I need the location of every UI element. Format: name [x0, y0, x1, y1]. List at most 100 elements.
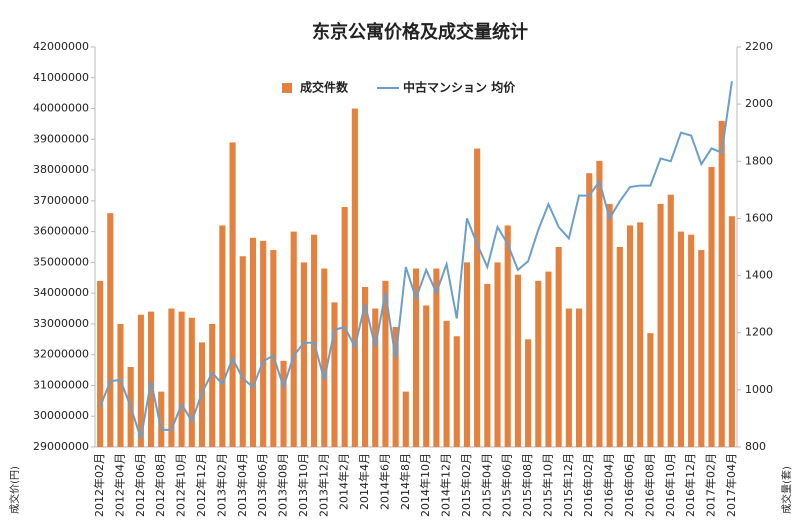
x-tick-label: 2012年02月: [92, 453, 106, 517]
bar: [290, 231, 297, 447]
x-tick-label: 2014年10月: [418, 453, 432, 517]
x-tick-label: 2014年2月: [337, 453, 351, 510]
y-axis-label: 成交价(円): [8, 466, 21, 514]
bar: [545, 271, 552, 447]
y2-tick-label: 2000: [745, 97, 773, 110]
bar: [158, 391, 165, 447]
legend-label: 中古マンション 均价: [403, 80, 516, 95]
x-tick-label: 2012年04月: [112, 453, 126, 517]
bar: [260, 240, 267, 447]
bar: [677, 231, 685, 447]
y-tick-label: 35000000: [33, 255, 89, 268]
bar: [575, 308, 583, 447]
bar: [616, 247, 623, 447]
bar: [280, 360, 287, 447]
x-tick-label: 2015年12月: [561, 453, 575, 517]
y-tick-label: 33000000: [33, 317, 89, 330]
bar: [382, 280, 389, 447]
bar: [311, 234, 318, 447]
x-tick-label: 2014年8月: [398, 453, 412, 510]
bar: [565, 308, 572, 447]
bar: [708, 167, 715, 447]
x-tick-label: 2016年06月: [622, 453, 636, 517]
bar: [209, 323, 216, 447]
bar: [107, 213, 114, 447]
bar: [239, 256, 246, 447]
y-tick-label: 38000000: [33, 163, 89, 176]
bar: [443, 320, 450, 447]
bar: [484, 283, 491, 447]
y-tick-label: 36000000: [33, 225, 89, 238]
x-tick-label: 2013年02月: [214, 453, 228, 517]
y2-axis-label: 成交量(套): [780, 466, 793, 514]
legend-label: 成交件数: [300, 80, 349, 95]
y-tick-label: 41000000: [33, 71, 89, 84]
bar: [494, 262, 501, 447]
bar: [626, 225, 634, 447]
bar: [586, 173, 593, 447]
bar: [555, 247, 562, 447]
bar: [474, 148, 481, 448]
bar: [688, 234, 695, 447]
x-tick-label: 2012年08月: [153, 453, 167, 517]
y-tick-label: 31000000: [33, 378, 89, 391]
y-tick-label: 29000000: [33, 440, 89, 453]
x-tick-label: 2012年06月: [133, 453, 147, 517]
bar: [351, 108, 358, 448]
bar: [463, 262, 471, 447]
y2-tick-label: 1400: [745, 269, 773, 282]
bar: [596, 160, 603, 447]
y2-tick-label: 1200: [745, 326, 773, 339]
bar: [535, 280, 542, 447]
bar: [117, 323, 124, 447]
y-tick-label: 30000000: [33, 409, 89, 422]
bar: [331, 302, 338, 447]
x-tick-label: 2013年06月: [255, 453, 269, 517]
bar: [412, 268, 420, 447]
bar: [168, 308, 175, 447]
bar: [188, 317, 195, 447]
bar: [728, 216, 735, 447]
y-tick-label: 39000000: [33, 132, 89, 145]
bar: [433, 268, 440, 447]
bar: [361, 287, 369, 447]
x-tick-label: 2014年4月: [357, 453, 371, 510]
x-tick-label: 2012年10月: [174, 453, 188, 517]
bar: [402, 391, 409, 447]
x-tick-label: 2016年08月: [642, 453, 656, 517]
x-tick-label: 2012年12月: [194, 453, 208, 517]
x-tick-label: 2014年6月: [377, 453, 391, 510]
bar: [606, 203, 613, 447]
x-tick-label: 2015年02月: [459, 453, 473, 517]
y2-tick-label: 800: [745, 440, 766, 453]
x-tick-label: 2016年02月: [581, 453, 595, 517]
bar: [219, 225, 226, 447]
x-tick-label: 2013年08月: [276, 453, 290, 517]
bar: [147, 311, 155, 447]
bar: [178, 311, 185, 447]
bar: [647, 333, 654, 447]
bar: [249, 237, 257, 447]
y2-tick-label: 1000: [745, 383, 773, 396]
bar: [423, 305, 430, 447]
y-tick-label: 34000000: [33, 286, 89, 299]
bar: [453, 336, 460, 447]
y2-tick-label: 2200: [745, 40, 773, 53]
x-tick-label: 2013年10月: [296, 453, 310, 517]
x-tick-label: 2017年04月: [724, 453, 738, 517]
x-tick-label: 2013年04月: [235, 453, 249, 517]
x-tick-label: 2016年10月: [663, 453, 677, 517]
bar: [504, 225, 511, 447]
bar: [525, 339, 532, 447]
x-tick-label: 2016年04月: [602, 453, 616, 517]
x-tick-label: 2015年08月: [520, 453, 534, 517]
bar: [321, 268, 328, 447]
x-tick-label: 2015年04月: [479, 453, 493, 517]
legend-swatch: [282, 83, 292, 93]
bar: [229, 142, 236, 447]
x-tick-label: 2015年06月: [500, 453, 514, 517]
y-tick-label: 40000000: [33, 102, 89, 115]
x-tick-label: 2015年10月: [540, 453, 554, 517]
x-tick-label: 2014年12月: [439, 453, 453, 517]
